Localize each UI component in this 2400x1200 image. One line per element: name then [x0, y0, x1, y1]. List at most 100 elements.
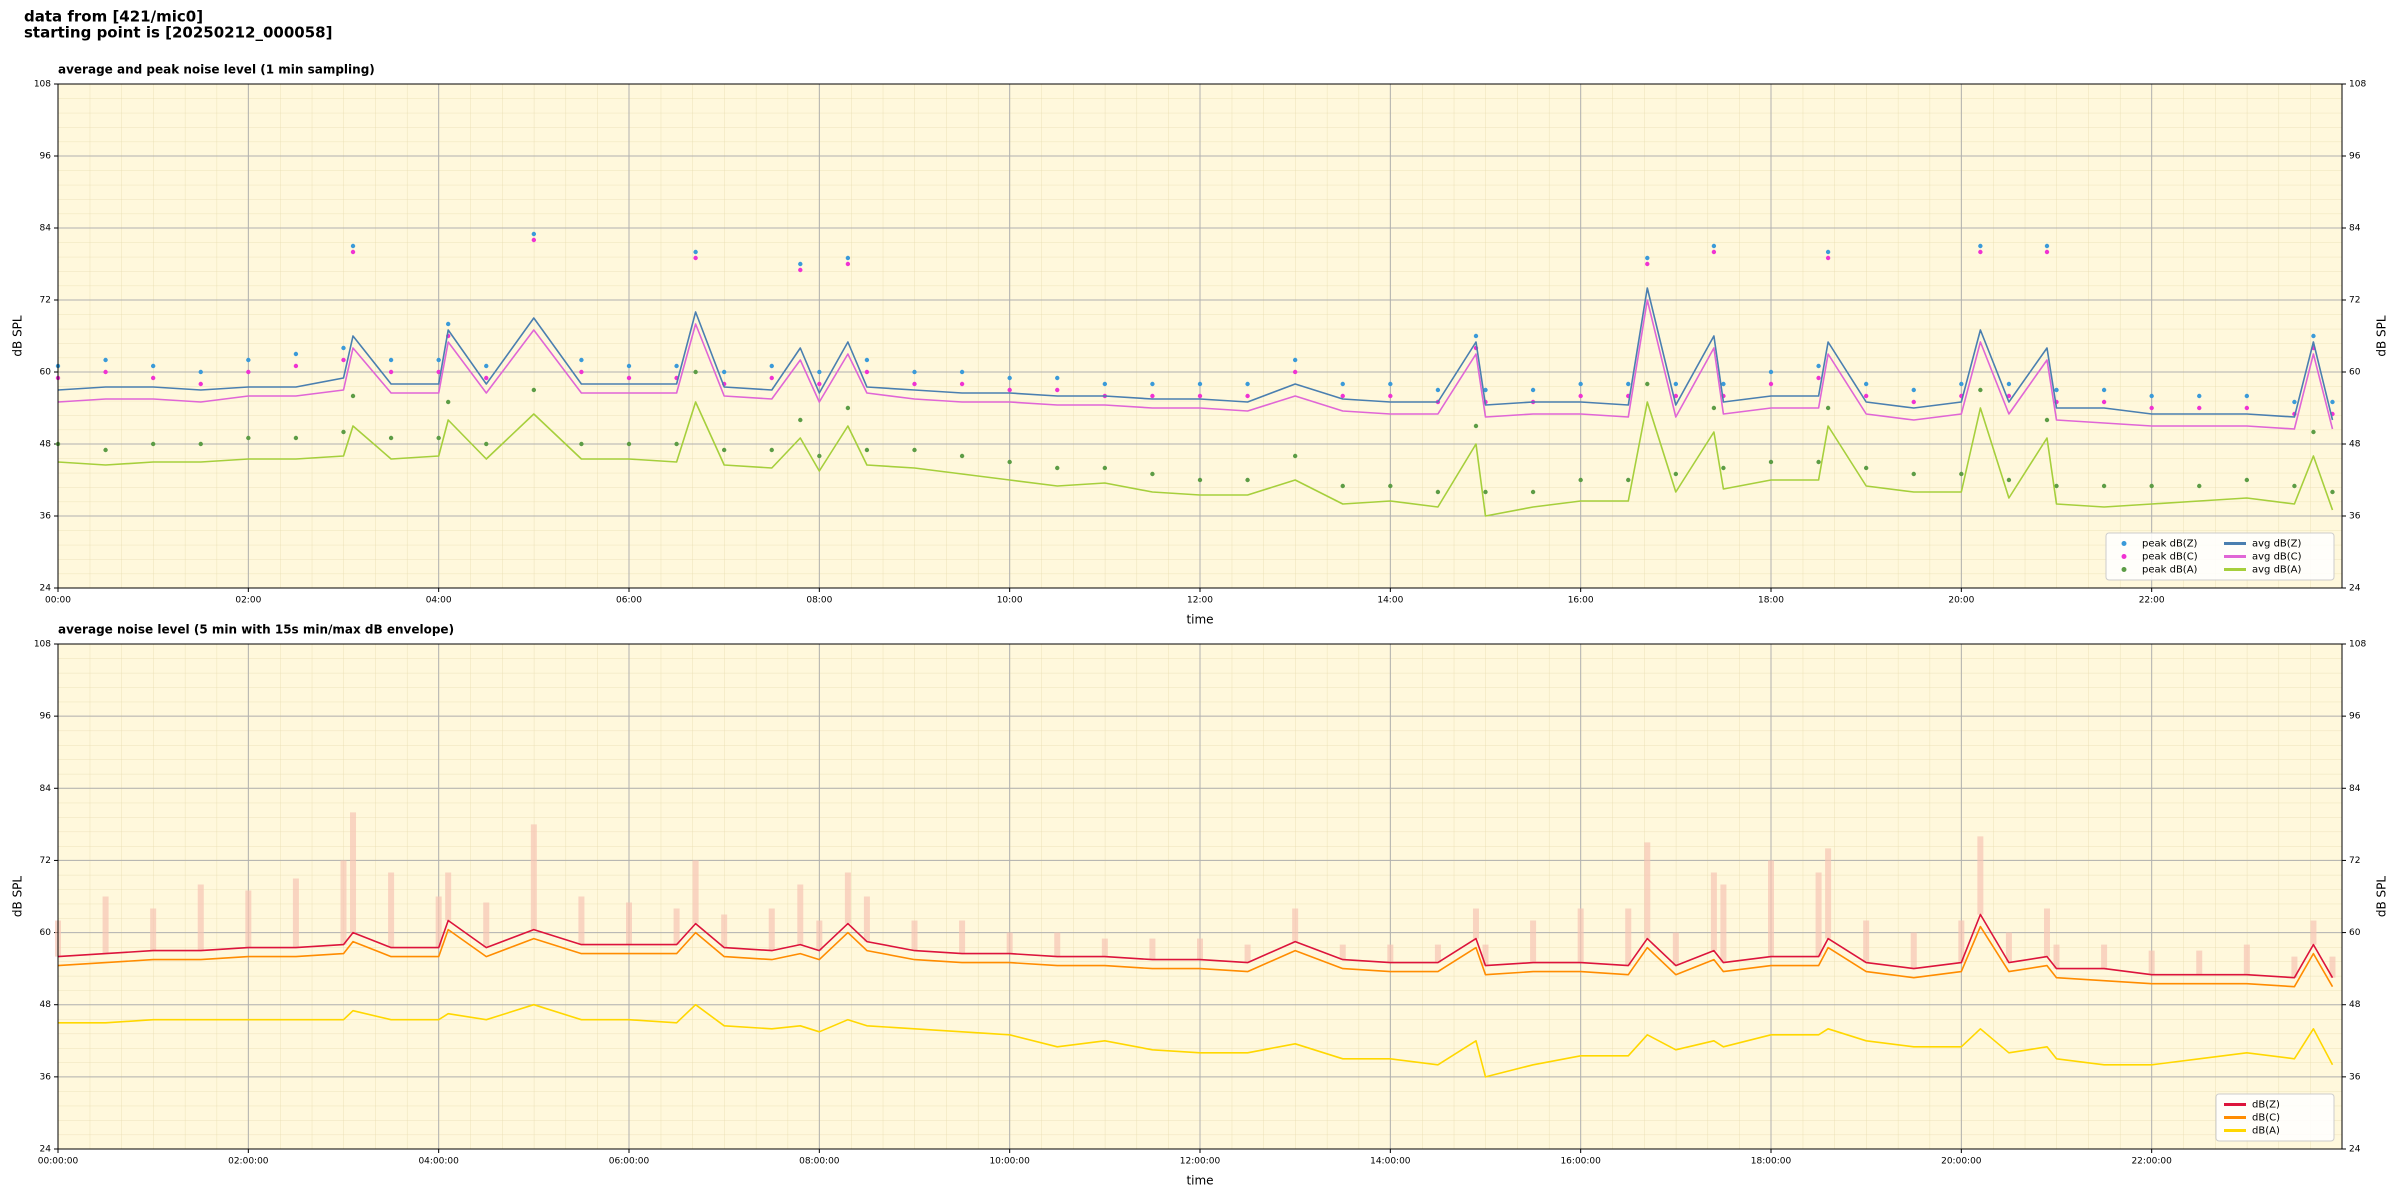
peak-point [1197, 477, 1203, 483]
peak-point [1825, 249, 1831, 255]
legend-label: peak dB(A) [2142, 565, 2198, 576]
peak-point [693, 249, 698, 255]
peak-point [864, 447, 870, 453]
x-tick-label: 22:00 [2139, 596, 2165, 606]
peak-point [1530, 489, 1536, 495]
peak-point [2330, 399, 2335, 405]
peak-point [1473, 333, 1479, 339]
peak-point [959, 369, 965, 375]
peak-point [293, 363, 299, 369]
peak-point [1673, 471, 1679, 477]
peak-point [1055, 375, 1060, 381]
peak-point [2006, 381, 2012, 387]
peak-point [1863, 465, 1869, 471]
x-tick-label: 16:00 [1568, 596, 1594, 606]
x-tick-label: 20:00:00 [1941, 1157, 1982, 1167]
peak-point [1388, 381, 1393, 387]
peak-point [198, 369, 203, 375]
x-tick-label: 06:00:00 [609, 1157, 650, 1167]
series-line [57, 925, 2334, 988]
peak-point [1959, 471, 1964, 477]
peak-point [350, 393, 356, 399]
peak-point [626, 441, 632, 447]
peak-point [1340, 381, 1345, 387]
y2-tick-label: 84 [2349, 224, 2361, 234]
peak-point [721, 369, 727, 375]
peak-point [1978, 243, 1983, 249]
peak-point [1863, 393, 1869, 399]
peak-point [341, 357, 346, 363]
peak-point [1626, 381, 1631, 387]
series-line [57, 401, 2334, 517]
series-line [57, 913, 2334, 979]
y-tick-label: 36 [40, 512, 52, 522]
peak-point [484, 441, 489, 447]
x-tick-label: 12:00:00 [1180, 1157, 1221, 1167]
peak-point [579, 357, 584, 363]
peak-point [1816, 459, 1821, 465]
peak-point [798, 417, 803, 423]
peak-point [817, 453, 822, 459]
peak-point [150, 375, 156, 381]
peak-point [388, 369, 394, 375]
y-tick-label: 108 [34, 640, 51, 650]
peak-point [626, 375, 632, 381]
y2-tick-label: 48 [2349, 1000, 2361, 1010]
peak-point [1245, 477, 1250, 483]
peak-point [350, 249, 356, 255]
plot-frame [57, 643, 2343, 1150]
peak-point [1578, 381, 1583, 387]
peak-point [1102, 465, 1108, 471]
x-tick-label: 12:00 [1187, 596, 1213, 606]
y-tick-label: 84 [40, 224, 52, 234]
y2-tick-label: 96 [2349, 712, 2361, 722]
peak-point [798, 267, 803, 273]
peak-point [1007, 375, 1012, 381]
peak-point [626, 363, 632, 369]
y-tick-label: 108 [34, 80, 51, 90]
chart-title: average noise level (5 min with 15s min/… [58, 623, 454, 637]
peak-point [1721, 465, 1726, 471]
peak-point [103, 447, 108, 453]
peak-point [1721, 381, 1726, 387]
y2-tick-label: 24 [2349, 584, 2361, 594]
peak-point [2044, 243, 2050, 249]
peak-point [912, 369, 917, 375]
y-tick-label: 96 [40, 712, 52, 722]
y2-axis-label: dB SPL [2375, 876, 2389, 918]
peak-point [1711, 243, 1717, 249]
x-tick-label: 14:00:00 [1370, 1157, 1411, 1167]
peak-point [1055, 387, 1060, 393]
peak-point [864, 369, 870, 375]
y-tick-label: 60 [40, 928, 52, 938]
peak-point [388, 357, 394, 363]
peak-point [436, 435, 441, 441]
peak-point [1245, 381, 1250, 387]
peak-point [246, 357, 251, 363]
peak-point [1863, 381, 1869, 387]
peak-point [2197, 393, 2202, 399]
y2-axis-label: dB SPL [2375, 315, 2389, 357]
x-tick-label: 02:00 [235, 596, 261, 606]
y2-tick-label: 36 [2349, 512, 2361, 522]
y2-tick-label: 24 [2349, 1145, 2361, 1155]
peak-point [1825, 255, 1831, 261]
peak-point [769, 375, 774, 381]
peak-point [1150, 393, 1155, 399]
peak-point [531, 387, 537, 393]
peak-point [1340, 483, 1345, 489]
peak-point [1626, 477, 1631, 483]
peak-point [341, 345, 346, 351]
y2-tick-label: 48 [2349, 440, 2361, 450]
peak-point [1007, 459, 1012, 465]
peak-point [2054, 483, 2059, 489]
y2-tick-label: 36 [2349, 1072, 2361, 1082]
x-tick-label: 14:00 [1377, 596, 1403, 606]
y-tick-label: 48 [40, 1000, 52, 1010]
peak-point [1911, 471, 1916, 477]
x-tick-label: 04:00:00 [418, 1157, 459, 1167]
y-tick-label: 24 [40, 584, 52, 594]
peak-point [2292, 483, 2297, 489]
legend-label: peak dB(Z) [2142, 539, 2198, 550]
peak-point [1825, 405, 1831, 411]
